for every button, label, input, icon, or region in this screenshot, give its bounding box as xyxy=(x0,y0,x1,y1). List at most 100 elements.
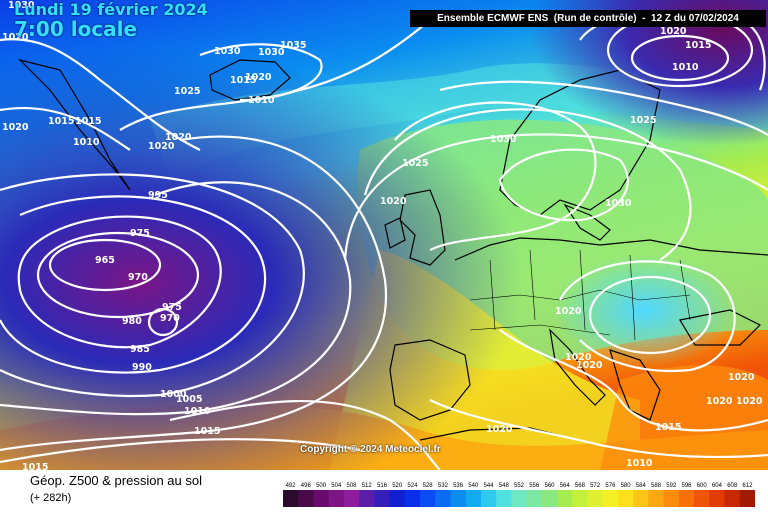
pressure-label: 1020 xyxy=(486,424,513,435)
legend-value: 556 xyxy=(529,483,540,489)
legend-swatch xyxy=(572,490,588,507)
pressure-label: 1030 xyxy=(490,134,517,145)
legend-swatch xyxy=(526,490,543,507)
pressure-label: 985 xyxy=(130,344,150,355)
legend-swatch xyxy=(313,490,330,507)
legend-value: 560 xyxy=(544,483,555,489)
weather-map: 1030 1020 1030 1035 1020 1015 1010 1030 … xyxy=(0,0,768,470)
legend-value: 580 xyxy=(621,483,632,489)
legend-swatch xyxy=(389,490,406,507)
pressure-label: 1020 xyxy=(565,352,592,363)
legend-swatch xyxy=(328,490,345,507)
legend-value: 600 xyxy=(697,483,708,489)
legend-value: 516 xyxy=(377,483,388,489)
pressure-label: 1010 xyxy=(73,137,100,148)
pressure-label: 1015 xyxy=(22,462,48,470)
legend-value: 572 xyxy=(590,483,601,489)
legend-swatch xyxy=(633,490,649,507)
pressure-label: 1010 xyxy=(248,95,275,106)
legend-swatch xyxy=(739,490,755,507)
pressure-label: 1020 xyxy=(706,396,733,407)
legend-value: 504 xyxy=(331,483,342,489)
pressure-labels: 1030 1020 1030 1035 1020 1015 1010 1030 … xyxy=(2,0,763,470)
color-scale-legend: 492 496 500 504 508 512 516 520 524 528 532 536 540 5… xyxy=(283,483,755,507)
pressure-label: 1005 xyxy=(176,394,202,405)
pressure-label: 1015 xyxy=(48,116,74,127)
legend-swatch xyxy=(343,490,360,507)
legend-swatch xyxy=(435,490,451,507)
pressure-label: 970 xyxy=(160,313,180,324)
legend-value: 524 xyxy=(407,483,418,489)
legend-value: 552 xyxy=(514,483,525,489)
legend-swatch xyxy=(557,490,573,507)
legend-value: 508 xyxy=(346,483,357,489)
pressure-label: 1020 xyxy=(736,396,763,407)
legend-value: 576 xyxy=(605,483,616,489)
pressure-label: 1025 xyxy=(174,86,200,97)
legend-swatch xyxy=(648,490,665,507)
pressure-label: 980 xyxy=(122,316,142,327)
pressure-label: 1020 xyxy=(660,26,687,37)
pressure-label: 1020 xyxy=(576,360,603,371)
legend-value: 500 xyxy=(316,483,327,489)
legend-swatch xyxy=(678,490,695,507)
legend-swatch xyxy=(663,490,680,507)
legend-swatch xyxy=(283,490,299,507)
pressure-label: 1025 xyxy=(630,115,656,126)
legend-value: 588 xyxy=(651,483,662,489)
pressure-label: 1020 xyxy=(555,306,582,317)
legend-value: 584 xyxy=(636,483,647,489)
pressure-label: 1020 xyxy=(148,141,175,152)
legend-value: 520 xyxy=(392,483,403,489)
legend-swatch xyxy=(709,490,725,507)
legend-swatch xyxy=(587,490,604,507)
coastlines xyxy=(18,58,768,441)
pressure-label: 1020 xyxy=(2,122,29,133)
legend-swatch xyxy=(465,490,482,507)
pressure-label: 1015 xyxy=(685,40,711,51)
legend-swatch xyxy=(618,490,634,507)
legend-swatch xyxy=(359,490,375,507)
legend-value: 536 xyxy=(453,483,464,489)
pressure-label: 970 xyxy=(128,272,148,283)
isobars xyxy=(0,10,768,470)
pressure-label: 965 xyxy=(95,255,115,266)
pressure-label: 1010 xyxy=(626,458,653,469)
legend-swatch xyxy=(480,490,497,507)
legend-swatch xyxy=(602,490,619,507)
legend-value: 532 xyxy=(438,483,449,489)
legend-swatch xyxy=(496,490,512,507)
forecast-time: 7:00 locale xyxy=(14,17,138,41)
pressure-label: 1035 xyxy=(280,40,306,51)
pressure-label: 1010 xyxy=(184,406,211,417)
legend-value: 492 xyxy=(286,483,297,489)
legend-value: 604 xyxy=(712,483,723,489)
pressure-label: 1020 xyxy=(245,72,272,83)
pressure-label: 975 xyxy=(162,302,182,313)
legend-value: 496 xyxy=(301,483,312,489)
legend-value: 528 xyxy=(423,483,434,489)
pressure-label: 1020 xyxy=(165,132,192,143)
pressure-label: 1015 xyxy=(230,75,256,86)
pressure-label: 1020 xyxy=(2,32,29,43)
pressure-label: 1030 xyxy=(214,46,241,57)
pressure-label: 1025 xyxy=(402,158,428,169)
model-run-banner: Ensemble ECMWF ENS (Run de contrôle) - 1… xyxy=(410,10,766,27)
legend-swatch xyxy=(511,490,528,507)
pressure-label: 1030 xyxy=(8,0,35,11)
pressure-label: 990 xyxy=(132,362,152,373)
pressure-label: 975 xyxy=(130,228,150,239)
legend-swatch xyxy=(541,490,558,507)
legend-swatch xyxy=(374,490,391,507)
pressure-label: 1010 xyxy=(672,62,699,73)
pressure-label: 1030 xyxy=(605,198,632,209)
pressure-label: 1020 xyxy=(728,372,755,383)
legend-value: 592 xyxy=(666,483,677,489)
legend-swatch xyxy=(420,490,436,507)
legend-swatch xyxy=(694,490,710,507)
legend-value: 540 xyxy=(468,483,479,489)
legend-value: 512 xyxy=(362,483,373,489)
legend-swatch xyxy=(450,490,467,507)
country-borders xyxy=(469,249,691,341)
pressure-label: 1030 xyxy=(258,47,285,58)
